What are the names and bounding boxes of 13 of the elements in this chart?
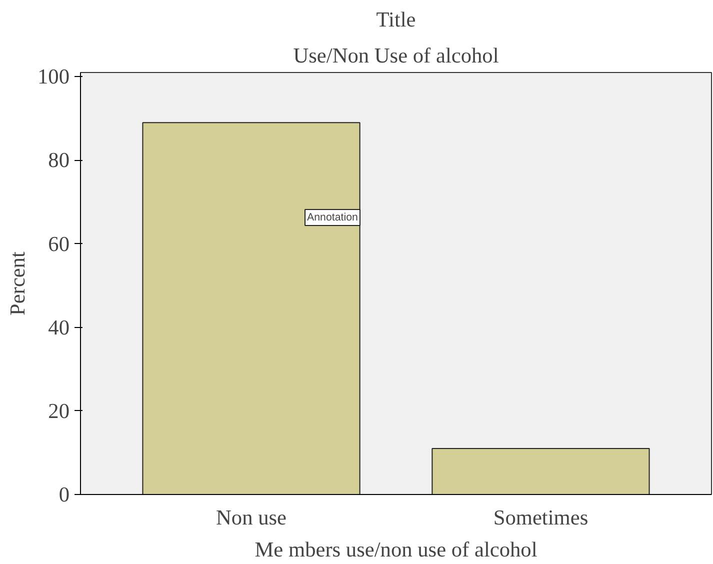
annotation: Annotation (307, 212, 358, 224)
y-tick-label: 80 (48, 148, 70, 172)
chart-subtitle: Use/Non Use of alcohol (293, 44, 499, 68)
x-tick-label: Non use (216, 506, 287, 530)
chart-title: Title (376, 8, 416, 32)
y-axis-title: Percent (6, 251, 30, 316)
x-tick-label: Sometimes (493, 506, 588, 530)
y-tick-label: 100 (38, 64, 70, 89)
y-tick-label: 60 (48, 232, 70, 256)
y-tick-label: 40 (48, 315, 70, 340)
y-tick-label: 0 (58, 482, 70, 506)
y-tick-label: 20 (48, 398, 70, 423)
x-axis-title: Me mbers use/non use of alcohol (254, 538, 538, 562)
